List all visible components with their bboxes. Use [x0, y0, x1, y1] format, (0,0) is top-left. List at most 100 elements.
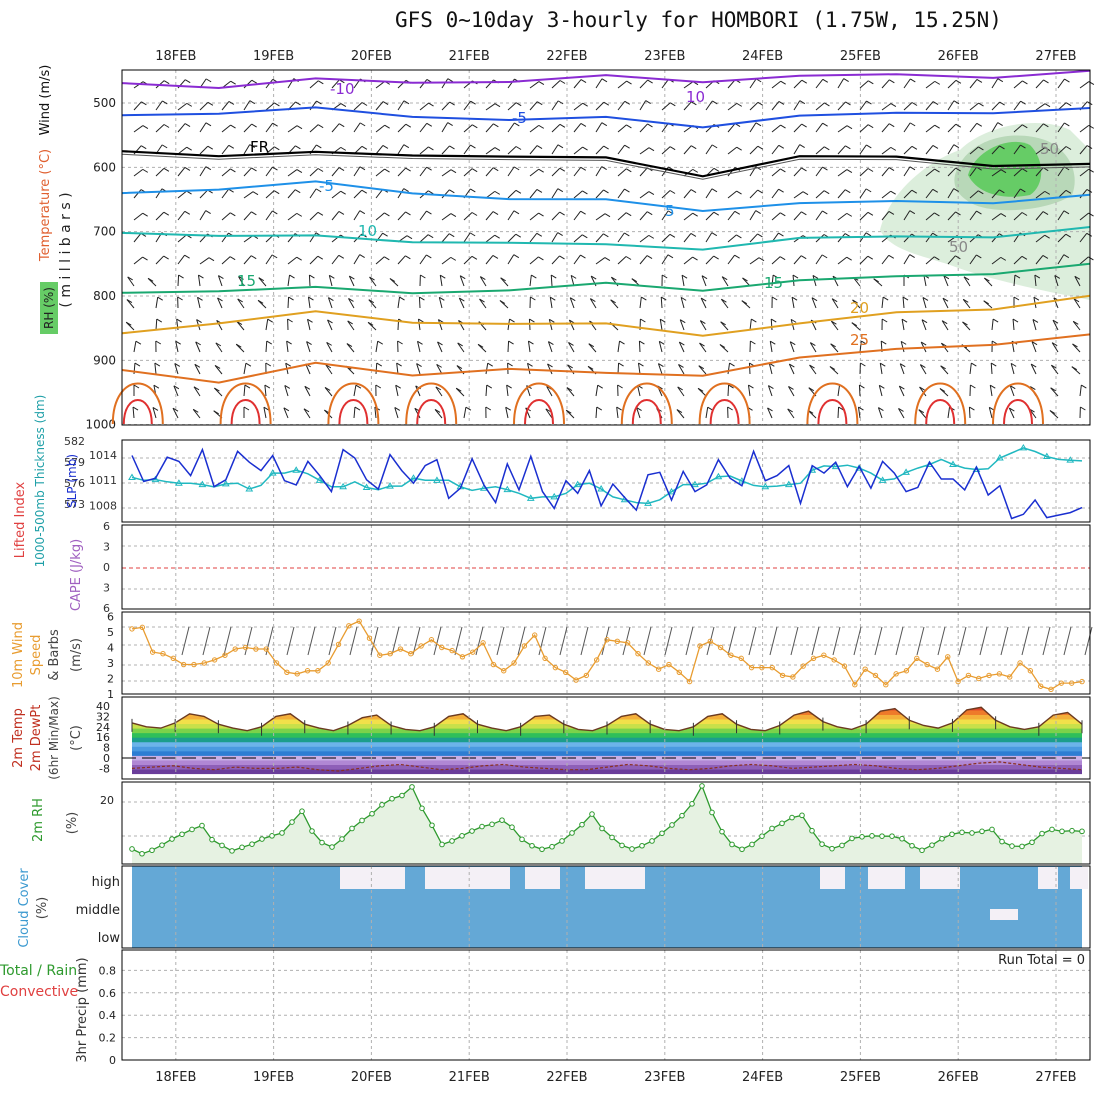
- temp-axis-label-3: (6hr Min/Max): [47, 696, 61, 780]
- upper-wind-barb: [991, 145, 1000, 155]
- upper-wind-barb-flag: [465, 406, 472, 411]
- upper-wind-barb: [397, 144, 405, 155]
- upper-wind-barb: [1051, 342, 1059, 353]
- wind-speed-marker: [914, 655, 920, 662]
- upper-wind-barb-flag: [1020, 144, 1026, 149]
- rh-marker: [999, 838, 1005, 845]
- upper-wind-barb: [749, 122, 757, 133]
- upper-wind-barb-flag: [514, 122, 520, 127]
- upper-wind-barb: [962, 299, 971, 309]
- upper-wind-barb-flag: [195, 341, 201, 346]
- upper-wind-barb: [683, 256, 693, 265]
- precip-frame: [121, 949, 1091, 1061]
- upper-wind-barb-flag: [580, 123, 587, 127]
- wind-speed-marker: [645, 660, 652, 666]
- upper-wind-barb-flag: [932, 101, 939, 106]
- upper-wind-barb: [133, 168, 144, 177]
- upper-wind-barb: [947, 188, 955, 199]
- rh-marker: [709, 809, 715, 816]
- upper-wind-barb-flag: [859, 384, 865, 389]
- upper-wind-barb: [639, 255, 648, 265]
- thickness-marker: [644, 499, 652, 506]
- thickness-marker: [1066, 456, 1075, 463]
- precip-total-rain-label: Total / Rain: [0, 963, 77, 979]
- rh-marker: [1069, 827, 1075, 834]
- upper-wind-barb: [680, 297, 685, 309]
- upper-wind-barb: [858, 384, 861, 397]
- surface-wind-barb: [685, 626, 694, 656]
- upper-wind-barb-flag: [317, 255, 324, 260]
- upper-wind-barb: [416, 363, 421, 375]
- surface-wind-barb: [1063, 626, 1072, 656]
- upper-wind-barb-flag: [318, 80, 324, 85]
- upper-wind-barb-flag: [529, 318, 535, 323]
- wind-speed-marker: [490, 661, 497, 668]
- upper-wind-barb: [507, 146, 517, 155]
- upper-wind-barb: [348, 298, 355, 309]
- upper-wind-barb: [309, 80, 319, 89]
- upper-wind-barb-flag: [713, 255, 719, 260]
- upper-wind-barb-flag: [596, 406, 603, 411]
- rh-marker: [639, 842, 645, 849]
- upper-wind-barb: [925, 145, 934, 155]
- warm-cell-contour-30: [709, 399, 740, 425]
- upper-wind-barb-flag: [217, 297, 223, 302]
- thickness-marker: [1042, 452, 1051, 460]
- upper-wind-barb-flag: [557, 100, 564, 105]
- wind-speed-marker: [160, 651, 166, 657]
- rh-marker: [959, 829, 965, 836]
- upper-wind-barb-flag: [1065, 146, 1072, 150]
- upper-wind-barb-flag: [228, 188, 234, 193]
- upper-wind-barb: [265, 146, 275, 155]
- upper-wind-barb-flag: [538, 256, 544, 261]
- upper-wind-barb: [397, 297, 401, 309]
- upper-wind-barb: [1009, 385, 1015, 397]
- upper-wind-barb-flag: [911, 102, 918, 106]
- upper-wind-barb: [326, 342, 333, 353]
- upper-wind-barb: [1013, 100, 1022, 111]
- rh-marker: [929, 842, 935, 848]
- wind-speed-marker: [366, 635, 373, 641]
- upper-wind-barb: [925, 168, 935, 177]
- upper-wind-barb: [705, 144, 713, 155]
- upper-wind-barb-flag: [787, 408, 793, 413]
- upper-wind-barb: [830, 343, 839, 353]
- wind-speed-marker: [149, 649, 156, 655]
- upper-wind-barb-flag: [580, 166, 587, 171]
- upper-wind-barb: [1035, 190, 1046, 199]
- upper-wind-barb: [243, 255, 252, 265]
- wind-speed-marker: [738, 655, 744, 662]
- upper-wind-barb-flag: [852, 299, 858, 304]
- surface-wind-barb: [916, 626, 925, 656]
- upper-wind-barb-flag: [427, 234, 434, 239]
- upper-wind-barb: [551, 144, 559, 155]
- top-day-label: 21FEB: [449, 49, 490, 64]
- upper-wind-barb-flag: [258, 277, 265, 282]
- top-day-label: 27FEB: [1035, 49, 1076, 64]
- upper-wind-barb: [595, 406, 598, 419]
- upper-wind-barb: [727, 102, 738, 111]
- wind-axis-label-1: 10m Wind: [11, 622, 26, 688]
- upper-wind-barb: [221, 232, 229, 243]
- upper-wind-barb-flag: [163, 255, 169, 260]
- upper-wind-barb: [749, 101, 759, 111]
- upper-wind-barb-flag: [340, 146, 347, 151]
- warm-cell-contour-25: [806, 382, 859, 425]
- upper-wind-barb: [573, 79, 582, 89]
- upper-wind-barb-flag: [377, 340, 383, 345]
- upper-wind-barb-flag: [932, 145, 939, 149]
- upper-wind-barb: [859, 80, 869, 89]
- upper-wind-barb-flag: [1009, 407, 1015, 412]
- upper-wind-barb: [1035, 167, 1044, 177]
- surface-wind-barb: [475, 626, 484, 656]
- upper-wind-barb: [1079, 145, 1088, 155]
- contour-label: 5: [665, 202, 675, 220]
- surface-wind-barb: [1000, 626, 1009, 656]
- upper-wind-barb: [903, 189, 913, 199]
- upper-wind-barb: [395, 385, 399, 397]
- wind-speed-marker: [180, 661, 187, 668]
- upper-wind-barb: [705, 100, 713, 111]
- upper-wind-barb-flag: [538, 81, 545, 85]
- upper-wind-barb-flag: [428, 146, 434, 151]
- bottom-day-label: 27FEB: [1035, 1070, 1076, 1085]
